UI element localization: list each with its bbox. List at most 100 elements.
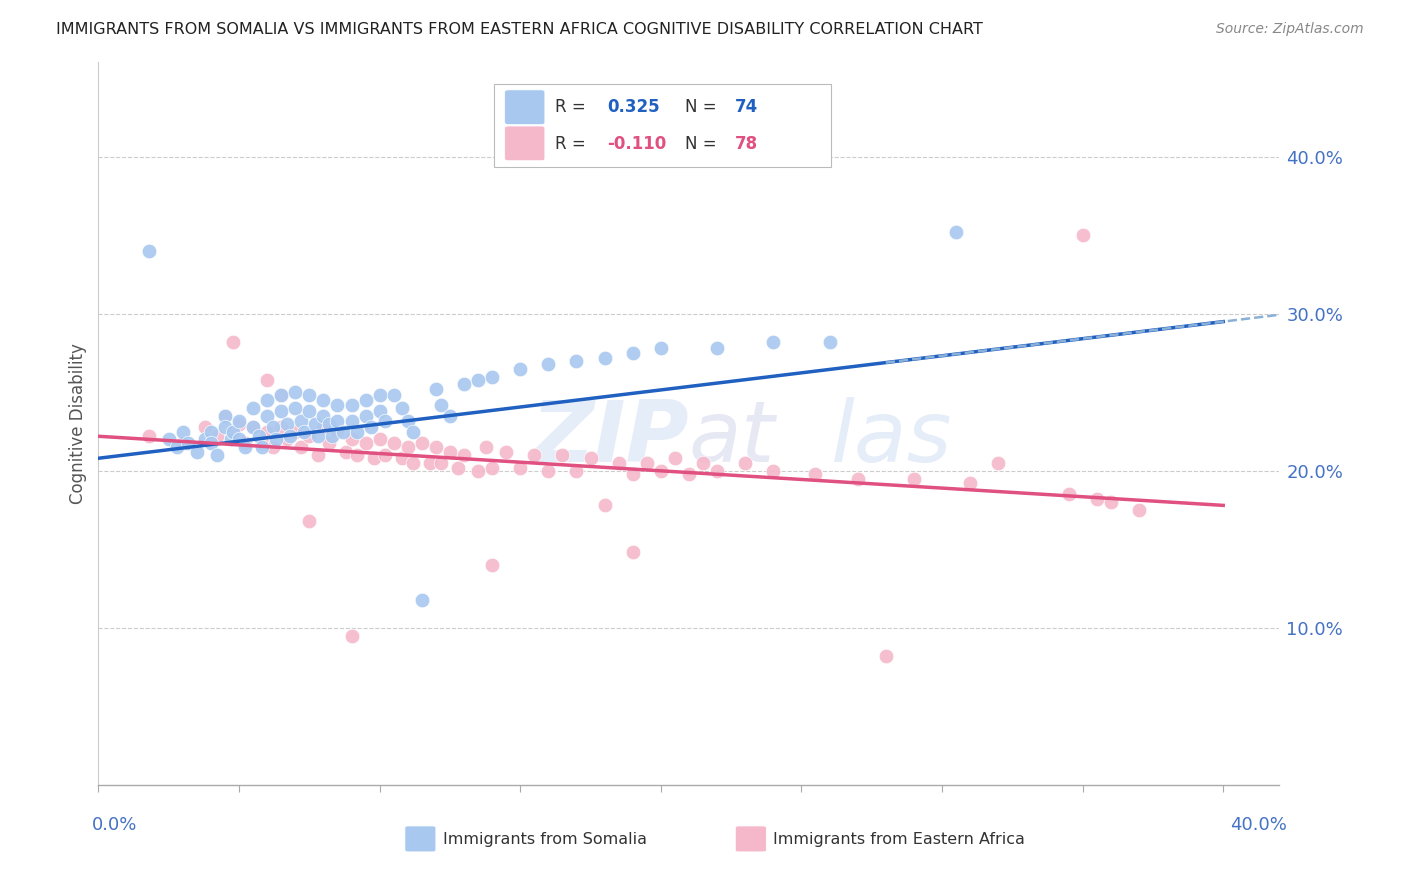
Point: [177, 435, 200, 450]
Point: [284, 425, 307, 439]
Point: [307, 429, 329, 443]
Point: [194, 433, 217, 447]
Point: [537, 357, 560, 371]
Point: [678, 467, 700, 481]
Point: [846, 472, 869, 486]
Point: [1085, 492, 1108, 507]
Point: [706, 464, 728, 478]
Text: 0.325: 0.325: [607, 98, 659, 116]
Point: [430, 398, 453, 412]
Point: [172, 435, 194, 450]
Point: [692, 456, 714, 470]
Point: [247, 429, 270, 443]
Point: [419, 456, 441, 470]
Point: [318, 435, 340, 450]
Point: [298, 429, 321, 443]
Text: 40.0%: 40.0%: [1230, 816, 1286, 834]
Point: [1128, 503, 1150, 517]
Point: [453, 448, 475, 462]
Point: [987, 456, 1010, 470]
Point: [396, 440, 419, 454]
Point: [312, 420, 335, 434]
Point: [270, 404, 292, 418]
Point: [172, 425, 194, 439]
Text: N =: N =: [685, 135, 723, 153]
Point: [270, 388, 292, 402]
Point: [402, 456, 425, 470]
Point: [166, 440, 188, 454]
Point: [284, 401, 307, 415]
Point: [290, 413, 312, 427]
Point: [298, 404, 321, 418]
Text: N =: N =: [685, 98, 723, 116]
Point: [326, 425, 349, 439]
Point: [321, 429, 343, 443]
Point: [368, 433, 391, 447]
Point: [1057, 487, 1080, 501]
Point: [354, 435, 377, 450]
Point: [304, 417, 326, 431]
Point: [270, 388, 292, 402]
Point: [593, 499, 616, 513]
Text: ZIP: ZIP: [531, 397, 689, 480]
Point: [200, 425, 222, 439]
Point: [214, 409, 236, 423]
Point: [326, 413, 349, 427]
Point: [298, 514, 321, 528]
FancyBboxPatch shape: [505, 126, 546, 161]
Point: [312, 409, 335, 423]
Point: [250, 435, 273, 450]
Point: [945, 225, 967, 239]
Point: [804, 467, 827, 481]
Point: [214, 409, 236, 423]
Point: [205, 429, 228, 443]
Point: [551, 448, 574, 462]
Point: [1099, 495, 1122, 509]
Point: [284, 385, 307, 400]
FancyBboxPatch shape: [505, 90, 546, 125]
Point: [346, 448, 368, 462]
Point: [523, 448, 546, 462]
Point: [354, 393, 377, 408]
Point: [256, 425, 278, 439]
Point: [439, 445, 461, 459]
Point: [818, 334, 841, 349]
Point: [157, 433, 180, 447]
Text: 0.0%: 0.0%: [91, 816, 136, 834]
Point: [256, 409, 278, 423]
Point: [228, 417, 250, 431]
Point: [481, 558, 503, 572]
Point: [194, 420, 217, 434]
Point: [368, 404, 391, 418]
Point: [270, 420, 292, 434]
Point: [363, 451, 385, 466]
Point: [335, 445, 357, 459]
Point: [636, 456, 658, 470]
Point: [650, 341, 672, 355]
Point: [138, 244, 160, 258]
Point: [242, 420, 264, 434]
Point: [312, 393, 335, 408]
Point: [382, 388, 405, 402]
Text: Source: ZipAtlas.com: Source: ZipAtlas.com: [1216, 22, 1364, 37]
Point: [262, 420, 284, 434]
Point: [340, 398, 363, 412]
Point: [228, 413, 250, 427]
Point: [425, 382, 447, 396]
Text: R =: R =: [555, 135, 592, 153]
Point: [537, 464, 560, 478]
Point: [256, 393, 278, 408]
Point: [354, 409, 377, 423]
Point: [1071, 228, 1094, 243]
Point: [374, 448, 396, 462]
Point: [214, 420, 236, 434]
Point: [256, 373, 278, 387]
Point: [262, 440, 284, 454]
Point: [346, 425, 368, 439]
Point: [222, 425, 245, 439]
Point: [959, 476, 981, 491]
Point: [318, 417, 340, 431]
Text: IMMIGRANTS FROM SOMALIA VS IMMIGRANTS FROM EASTERN AFRICA COGNITIVE DISABILITY C: IMMIGRANTS FROM SOMALIA VS IMMIGRANTS FR…: [56, 22, 983, 37]
Point: [264, 433, 287, 447]
Point: [186, 445, 208, 459]
